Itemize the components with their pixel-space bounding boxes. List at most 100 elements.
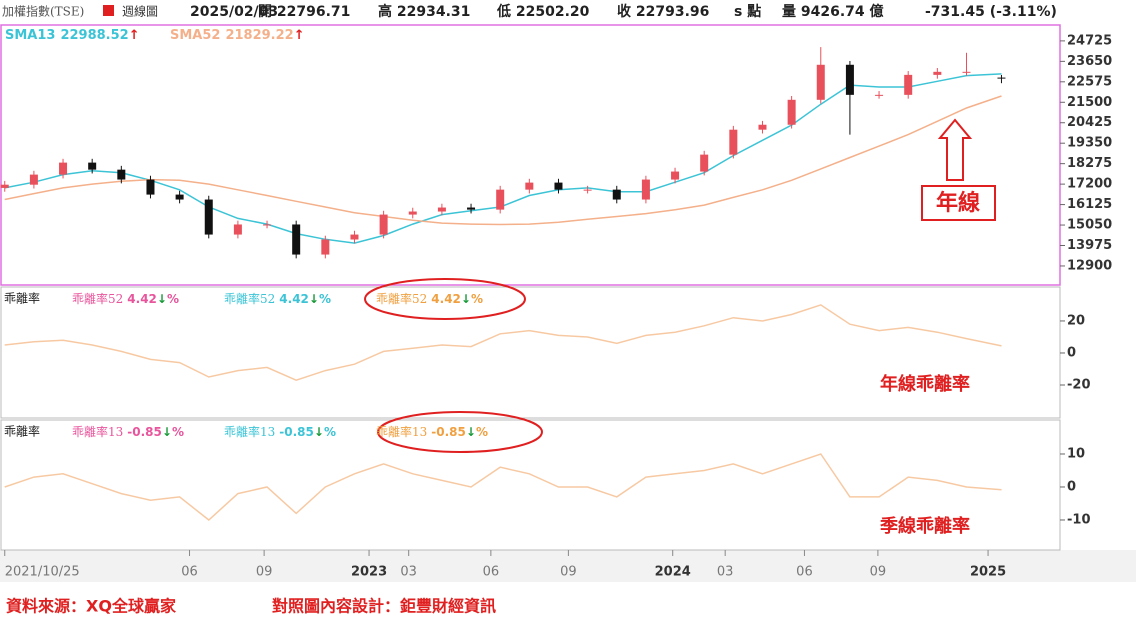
y-tick-label: 17200: [1067, 177, 1112, 192]
price-panel: [0, 24, 1061, 286]
y-tick-label: 0: [1067, 479, 1076, 494]
change: -731.45 (-3.11%): [925, 4, 1057, 20]
candle-body: [292, 224, 301, 255]
period: 週線圖: [122, 4, 158, 19]
unit: s 點: [734, 3, 761, 20]
candle-body: [321, 239, 330, 255]
y-tick-label: -20: [1067, 378, 1091, 393]
x-tick-label: 2023: [351, 565, 387, 580]
panel-title: 乖離率: [4, 291, 40, 306]
candle-body: [700, 154, 709, 172]
candle-body: [0, 184, 9, 188]
legend-entry: 乖離率52 4.42↓%: [224, 291, 331, 306]
y-tick-label: 15050: [1067, 218, 1112, 233]
line: [4, 453, 1002, 521]
candle-body: [408, 211, 417, 215]
candle-body: [204, 199, 213, 235]
x-tick-label: 2025: [970, 565, 1006, 580]
candle-body: [59, 162, 68, 175]
candle-body: [904, 74, 913, 95]
volume: 量 9426.74 億: [782, 3, 884, 20]
candle-body: [671, 171, 680, 180]
y-tick-label: 23650: [1067, 54, 1112, 69]
candle-body: [379, 214, 388, 235]
y-tick-label: 0: [1067, 345, 1076, 360]
candle-body: [816, 64, 825, 100]
candle-body: [350, 234, 359, 240]
y-tick-label: 10: [1067, 446, 1085, 461]
footer-design: 對照圖內容設計：鉅豐財經資訊: [272, 597, 496, 616]
x-tick-label: 06: [181, 565, 198, 580]
candle-body: [175, 194, 184, 200]
candle-body: [525, 182, 534, 190]
close: 收 22793.96: [617, 3, 709, 20]
legend-entry: 乖離率52 4.42↓%: [376, 291, 483, 306]
low: 低 22502.20: [496, 3, 590, 20]
x-tick-label: 2021/10/25: [5, 565, 80, 580]
legend-entry: 乖離率13 -0.85↓%: [72, 424, 184, 439]
highlight-ellipse: [364, 278, 526, 320]
y-tick-label: 19350: [1067, 136, 1112, 151]
candle-body: [612, 189, 621, 200]
candle-body: [997, 77, 1006, 79]
candle-body: [962, 71, 971, 73]
open: 開 22796.71: [258, 4, 350, 20]
annotation: 年線: [936, 190, 980, 216]
x-tick-label: 03: [400, 565, 417, 580]
high: 高 22934.31: [378, 3, 470, 20]
candle-body: [88, 162, 97, 170]
candle-body: [263, 224, 272, 226]
candle-body: [117, 169, 126, 180]
y-tick-label: 13975: [1067, 238, 1112, 253]
legend-entry: 乖離率13 -0.85↓%: [376, 424, 488, 439]
symbol-name: 加權指數(TSE): [2, 4, 84, 19]
line: [4, 95, 1002, 226]
x-tick-label: 06: [483, 565, 500, 580]
footer-source: 資料來源：XQ全球贏家: [6, 597, 177, 616]
legend-entry: SMA13 22988.52↑: [5, 28, 140, 43]
candle-body: [437, 207, 446, 212]
symbol-icon: [103, 5, 114, 16]
legend-entry: SMA52 21829.22↑: [170, 28, 305, 43]
candle-body: [554, 182, 563, 190]
candle-body: [29, 174, 38, 185]
line: [4, 304, 1002, 382]
y-tick-label: 20: [1067, 313, 1085, 328]
candle-body: [467, 207, 476, 210]
candle-body: [233, 224, 242, 235]
highlight-ellipse: [377, 411, 543, 453]
candle-body: [641, 179, 650, 200]
y-tick-label: 22575: [1067, 74, 1112, 89]
candle-body: [729, 129, 738, 155]
candle-body: [583, 189, 592, 191]
legend-entry: 乖離率13 -0.85↓%: [224, 424, 336, 439]
y-tick-label: 12900: [1067, 258, 1112, 273]
dev13-panel: [0, 419, 1061, 551]
candle-body: [758, 124, 767, 130]
annotation-box: [921, 185, 996, 221]
x-tick-label: 09: [560, 565, 577, 580]
x-tick-label: 2024: [655, 565, 691, 580]
candle-body: [496, 189, 505, 210]
annotation-arrow: [937, 118, 973, 181]
x-tick-label: 09: [256, 565, 273, 580]
annotation: 年線乖離率: [880, 373, 970, 395]
y-tick-label: 20425: [1067, 115, 1112, 130]
y-tick-label: 24725: [1067, 33, 1112, 48]
candle-body: [875, 94, 884, 96]
annotation: 季線乖離率: [880, 515, 970, 537]
date: 2025/02/03: [190, 4, 278, 20]
candle-body: [787, 99, 796, 125]
x-tick-label: 06: [796, 565, 813, 580]
y-tick-label: 16125: [1067, 197, 1112, 212]
y-tick-label: -10: [1067, 512, 1091, 527]
x-tick-label: 09: [870, 565, 887, 580]
x-tick-label: 03: [717, 565, 734, 580]
candle-body: [146, 179, 155, 195]
candle-body: [845, 64, 854, 95]
candle-body: [933, 71, 942, 75]
panel-title: 乖離率: [4, 424, 40, 439]
y-tick-label: 18275: [1067, 156, 1112, 171]
